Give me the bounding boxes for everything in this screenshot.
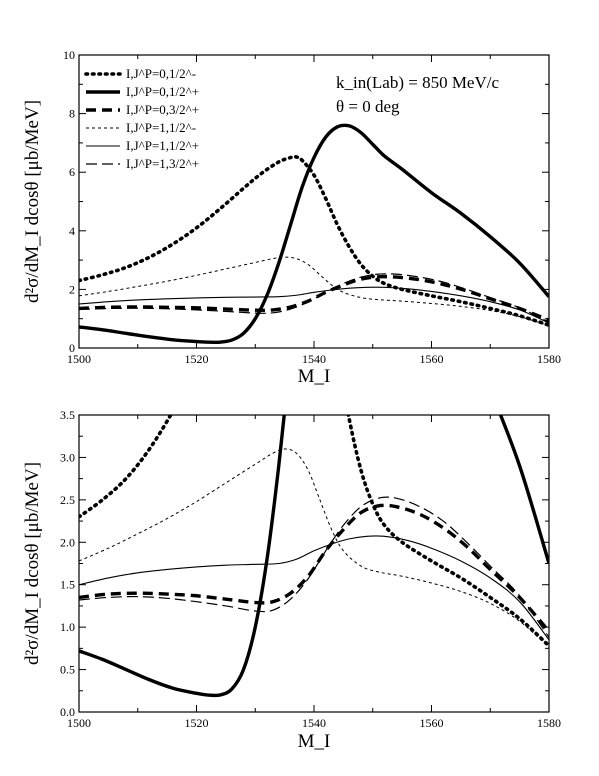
- legend-label-1: I,J^P=0,1/2^-: [126, 66, 196, 81]
- top-y-tick-label: 8: [69, 107, 75, 121]
- bottom-ticks: 1500 1520 1540 1560 1580 0.0 0.5 1.0 1.5 2.0 2.5 3.…: [60, 408, 561, 730]
- top-curves: [79, 123, 549, 345]
- bottom-x-tick-label: 1520: [185, 716, 209, 730]
- bottom-series-line-2: [79, 415, 549, 698]
- bottom-x-axis-title: M_I: [298, 731, 331, 752]
- legend: I,J^P=0,1/2^- I,J^P=0,1/2^+ I,J^P=0,3/2^+ I…: [84, 66, 199, 171]
- top-y-tick-label: 4: [69, 224, 75, 238]
- legend-label-5: I,J^P=1,1/2^+: [126, 138, 199, 153]
- bottom-y-axis-title: d²σ/dM_I dcosθ [μb/MeV]: [22, 462, 43, 665]
- top-series-line-5: [79, 286, 549, 324]
- bottom-y-tick-label: 2.0: [60, 535, 75, 549]
- bottom-x-tick-label: 1540: [302, 716, 326, 730]
- top-series-line-6: [79, 273, 549, 323]
- top-ticks: 1500 1520 1540 1560 1580 0 2 4 6 8 10: [63, 48, 561, 366]
- bottom-series-line-5: [79, 535, 549, 641]
- top-y-tick-label: 6: [69, 165, 75, 179]
- legend-label-3: I,J^P=0,3/2^+: [126, 102, 199, 117]
- top-x-tick-label: 1560: [420, 352, 444, 366]
- top-y-tick-label: 10: [63, 48, 75, 62]
- top-x-tick-label: 1500: [67, 352, 91, 366]
- top-panel: 1500 1520 1540 1560 1580 0 2 4 6 8 10 d²σ/dM_I dco…: [22, 48, 561, 387]
- bottom-y-tick-label: 0.0: [60, 705, 75, 719]
- top-x-axis-title: M_I: [298, 366, 331, 387]
- bottom-series-line-3: [79, 503, 549, 633]
- top-y-tick-label: 2: [69, 282, 75, 296]
- top-series-line-3: [79, 274, 549, 322]
- bottom-series-line-1: [79, 415, 549, 648]
- bottom-x-tick-label: 1500: [67, 716, 91, 730]
- top-series-line-1: [79, 154, 549, 327]
- legend-label-6: I,J^P=1,3/2^+: [126, 156, 199, 171]
- bottom-y-tick-label: 3.0: [60, 450, 75, 464]
- legend-label-2: I,J^P=0,1/2^+: [126, 84, 199, 99]
- bottom-y-tick-label: 1.5: [60, 578, 75, 592]
- bottom-series-line-4: [79, 448, 549, 648]
- bottom-y-tick-label: 1.0: [60, 620, 75, 634]
- bottom-y-tick-label: 0.5: [60, 663, 75, 677]
- bottom-series-line-6: [79, 496, 549, 638]
- top-x-tick-label: 1580: [537, 352, 561, 366]
- top-series-line-2: [79, 123, 549, 345]
- bottom-curves: [79, 415, 549, 698]
- bottom-panel: 1500 1520 1540 1560 1580 0.0 0.5 1.0 1.5 2.0 2.5 3.…: [22, 408, 561, 752]
- bottom-y-tick-label: 3.5: [60, 408, 75, 422]
- top-y-tick-label: 0: [69, 341, 75, 355]
- annotation-momentum: k_in(Lab) = 850 MeV/c: [336, 73, 499, 92]
- top-x-tick-label: 1520: [185, 352, 209, 366]
- top-y-axis-title: d²σ/dM_I dcosθ [μb/MeV]: [22, 100, 43, 303]
- bottom-plot-frame: [78, 414, 550, 713]
- top-series-line-4: [79, 256, 549, 327]
- top-x-tick-label: 1540: [302, 352, 326, 366]
- annotation-angle: θ = 0 deg: [336, 97, 400, 116]
- bottom-x-tick-label: 1560: [420, 716, 444, 730]
- bottom-x-tick-label: 1580: [537, 716, 561, 730]
- bottom-y-tick-label: 2.5: [60, 493, 75, 507]
- legend-label-4: I,J^P=1,1/2^-: [126, 120, 196, 135]
